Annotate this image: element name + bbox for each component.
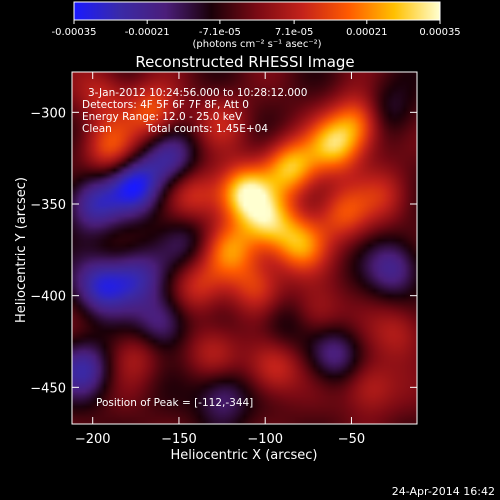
y-tick-label: −350 xyxy=(30,198,66,213)
colorbar-tick-label: 0.00035 xyxy=(419,27,460,38)
info-algorithm: Clean xyxy=(82,123,112,135)
heatmap-image xyxy=(72,72,417,424)
y-axis-title: Heliocentric Y (arcsec) xyxy=(14,177,29,323)
heatmap-raster xyxy=(72,72,417,424)
colorbar-tick-labels: -0.00035 -0.00021 -7.1e-05 7.1e-05 0.00021 0.… xyxy=(52,27,461,38)
plot-frame xyxy=(71,71,418,425)
colorbar-tick-label: -0.00021 xyxy=(125,27,170,38)
y-axis-ticks: −300 −350 −400 −450 xyxy=(30,106,417,396)
colorbar-units-label: (photons cm⁻² s⁻¹ asec⁻²) xyxy=(192,39,321,50)
colorbar-tick-label: -0.00035 xyxy=(52,27,97,38)
info-energy-range: Energy Range: 12.0 - 25.0 keV xyxy=(82,111,243,123)
info-time-range: 3-Jan-2012 10:24:56.000 to 10:28:12.000 xyxy=(88,87,307,99)
y-tick-label: −300 xyxy=(30,106,66,121)
colorbar-tick-label: -7.1e-05 xyxy=(199,27,241,38)
peak-position-label: Position of Peak = [-112,-344] xyxy=(96,397,253,409)
x-tick-label: −100 xyxy=(247,432,283,447)
x-tick-label: −150 xyxy=(161,432,197,447)
plot-title: Reconstructed RHESSI Image xyxy=(135,53,354,71)
colorbar: -0.00035 -0.00021 -7.1e-05 7.1e-05 0.00021 0.… xyxy=(52,1,461,50)
y-tick-label: −450 xyxy=(30,381,66,396)
x-tick-label: −50 xyxy=(338,432,365,447)
x-axis-title: Heliocentric X (arcsec) xyxy=(171,448,318,463)
colorbar-ticks xyxy=(73,20,441,24)
colorbar-gradient xyxy=(73,1,441,21)
x-axis-ticks: −200 −150 −100 −50 xyxy=(75,72,365,447)
y-tick-label: −400 xyxy=(30,290,66,305)
colorbar-tick-label: 7.1e-05 xyxy=(275,27,313,38)
x-tick-label: −200 xyxy=(75,432,111,447)
info-detectors: Detectors: 4F 5F 6F 7F 8F, Att 0 xyxy=(82,99,249,111)
info-total-counts: Total counts: 1.45E+04 xyxy=(145,123,268,135)
plot-timestamp: 24-Apr-2014 16:42 xyxy=(392,485,495,498)
colorbar-tick-label: 0.00021 xyxy=(346,27,387,38)
observation-info: 3-Jan-2012 10:24:56.000 to 10:28:12.000 … xyxy=(82,87,307,135)
